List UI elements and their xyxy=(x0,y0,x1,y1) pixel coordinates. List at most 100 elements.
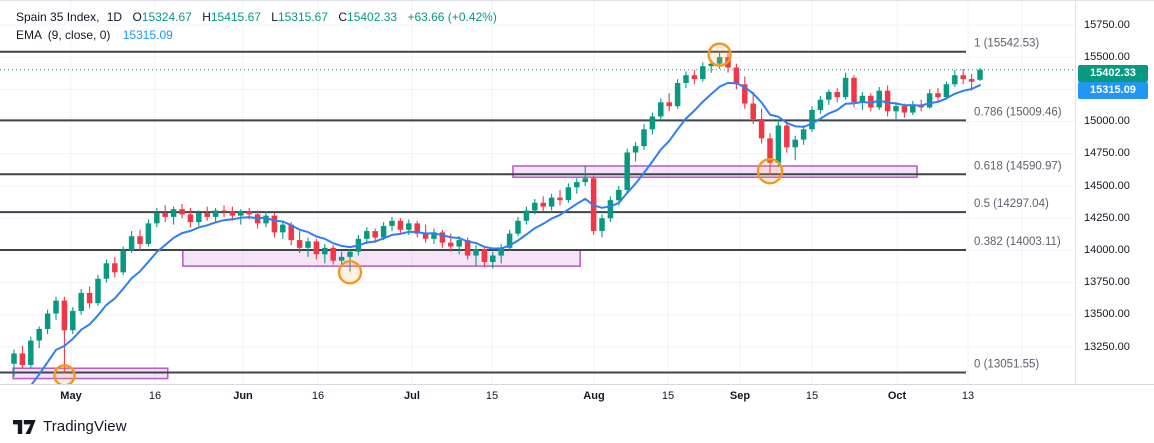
candle-body xyxy=(523,210,530,221)
candle-body xyxy=(582,178,588,183)
candle-body xyxy=(372,231,378,238)
candle-body xyxy=(431,232,437,239)
candle-body xyxy=(263,215,269,224)
candle-body xyxy=(439,232,446,243)
time-axis[interactable]: May 16 Jun 16 Jul 15 Aug 15 Sep 15 Oct 13 xyxy=(0,384,1154,411)
candle-body xyxy=(910,104,916,113)
candle-body xyxy=(515,220,521,234)
candle-body xyxy=(926,93,933,108)
candle-body xyxy=(229,211,236,216)
ema-value-badge: 15315.09 xyxy=(1078,82,1148,100)
time-tick-label: May xyxy=(60,390,82,402)
price-tick-label: 15500.00 xyxy=(1084,50,1130,63)
candle-body xyxy=(305,241,311,248)
candle-body xyxy=(280,224,286,233)
candle-body xyxy=(456,240,462,247)
open-key: O xyxy=(132,10,142,24)
candle-body xyxy=(691,75,698,80)
time-tick-label: Sep xyxy=(729,390,751,402)
candle-body xyxy=(422,233,429,239)
high-key: H xyxy=(202,10,211,24)
time-tick-label: 16 xyxy=(148,390,162,402)
candle-body xyxy=(414,223,420,234)
candle-body xyxy=(179,209,185,215)
candle-body xyxy=(86,292,93,304)
candle-body xyxy=(154,213,160,224)
candle-body xyxy=(935,93,941,98)
price-axis[interactable]: 15402.33 15315.09 15750.00 15500.00 15000.… xyxy=(1075,1,1154,384)
chart-legend: Spain 35 Index, 1D O15324.67 H15415.67 L… xyxy=(16,8,497,44)
fib-level-label: 0 (13051.55) xyxy=(974,359,1039,371)
highlight-circle[interactable] xyxy=(756,157,784,185)
fib-level-label: 0.382 (14003.11) xyxy=(974,236,1061,248)
candle-body xyxy=(196,213,202,223)
candle-body xyxy=(70,310,76,331)
close-key: C xyxy=(338,10,348,24)
price-tick-label: 14500.00 xyxy=(1084,179,1130,192)
change-value: +63.66 (+0.42%) xyxy=(407,10,497,24)
time-tick-label: 13 xyxy=(961,390,975,402)
close-value: 15402.33 xyxy=(347,10,398,24)
highlight-circle[interactable] xyxy=(337,260,363,285)
tradingview-logo[interactable]: TradingView xyxy=(13,418,127,435)
candle-body xyxy=(700,66,706,80)
candle-body xyxy=(246,211,252,215)
high-value: 15415.67 xyxy=(210,10,261,24)
time-tick-label: Aug xyxy=(583,390,605,402)
candle-body xyxy=(170,209,177,217)
highlight-circle[interactable] xyxy=(53,364,76,384)
price-tick-label: 15000.00 xyxy=(1084,115,1130,128)
demand-zone-high[interactable] xyxy=(512,165,918,179)
candle-body xyxy=(271,215,278,233)
time-tick-label: Oct xyxy=(887,390,907,402)
candle-body xyxy=(792,139,798,148)
candle-body xyxy=(548,197,555,207)
candle-body xyxy=(750,103,756,120)
time-tick-label: 16 xyxy=(311,390,325,402)
candle-body xyxy=(557,197,563,201)
candle-body xyxy=(19,353,26,366)
candle-body xyxy=(103,263,110,279)
candle-body xyxy=(204,213,210,217)
candle-body xyxy=(733,67,740,85)
low-value: 15315.67 xyxy=(277,10,329,24)
candle-body xyxy=(716,57,723,64)
candle-body xyxy=(532,202,538,211)
candle-body xyxy=(313,241,320,255)
candle-body xyxy=(658,102,664,117)
symbol-legend-row[interactable]: Spain 35 Index, 1D O15324.67 H15415.67 L… xyxy=(16,8,497,26)
candle-body xyxy=(506,233,513,248)
candle-body xyxy=(364,231,370,239)
candle-body xyxy=(666,102,672,107)
candle-body xyxy=(28,340,34,366)
candle-body xyxy=(893,106,899,112)
tradingview-logo-icon xyxy=(13,419,36,434)
candle-body xyxy=(641,129,647,147)
time-tick-label: 15 xyxy=(661,390,675,402)
last-price-badge: 15402.33 xyxy=(1078,64,1148,82)
candle-body xyxy=(632,146,639,153)
candle-body xyxy=(742,84,748,104)
candle-body xyxy=(674,82,681,107)
candle-body xyxy=(464,240,471,256)
candle-body xyxy=(397,220,404,230)
price-tick-label: 13750.00 xyxy=(1084,276,1130,289)
ema-line[interactable] xyxy=(14,81,981,384)
candle-body xyxy=(842,77,849,98)
chart-canvas[interactable]: 1 (15542.53) 0.786 (15009.46) 0.618 (14590… xyxy=(0,1,1075,384)
candle-body xyxy=(145,223,152,244)
indicator-legend-row[interactable]: EMA (9, close, 0) 15315.09 xyxy=(16,26,497,44)
candle-body xyxy=(851,77,857,103)
fib-level-label: 0.618 (14590.97) xyxy=(974,160,1062,172)
candle-body xyxy=(952,75,958,85)
demand-zone-mid[interactable] xyxy=(182,249,581,267)
candle-body xyxy=(95,278,101,304)
candle-body xyxy=(61,300,68,331)
candle-body xyxy=(498,247,504,256)
candle-body xyxy=(834,91,840,98)
candle-body xyxy=(338,256,345,261)
highlight-circle[interactable] xyxy=(707,42,732,67)
candle-body xyxy=(968,79,975,82)
candle-body xyxy=(406,223,412,230)
chart-footer: TradingView xyxy=(0,410,1154,443)
